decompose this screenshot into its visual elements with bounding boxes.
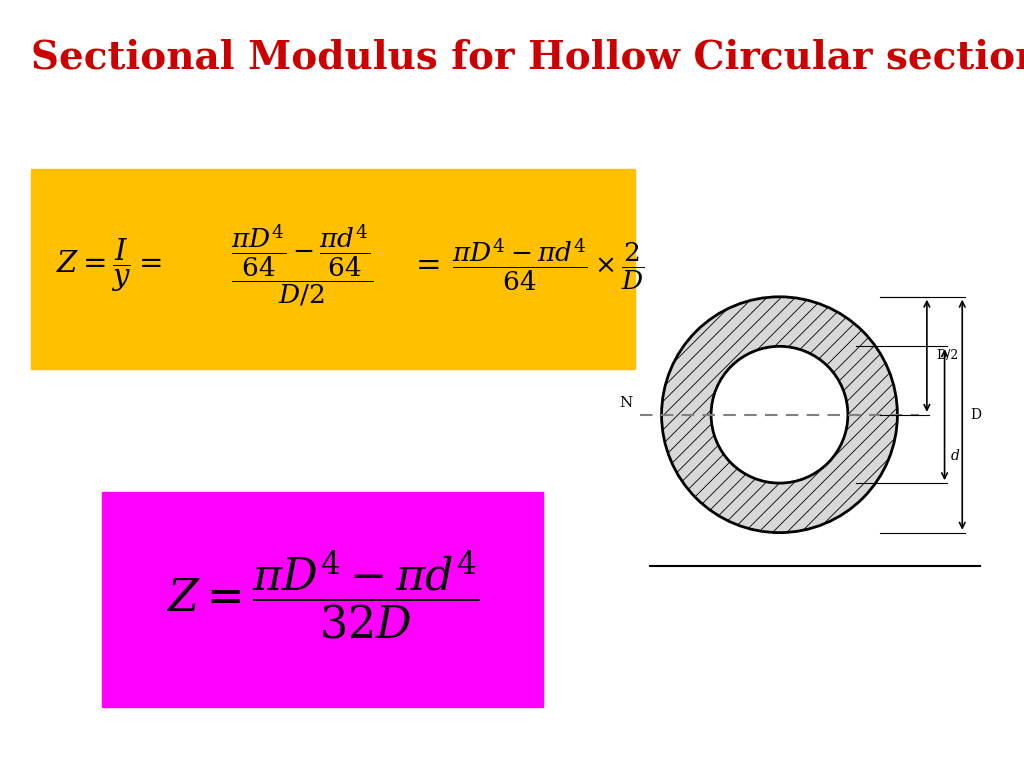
Text: N: N <box>620 396 633 410</box>
Text: $Z = \dfrac{I}{y} =$: $Z = \dfrac{I}{y} =$ <box>56 237 162 293</box>
Circle shape <box>662 296 897 533</box>
Text: Sectional Modulus for Hollow Circular section: Sectional Modulus for Hollow Circular se… <box>31 38 1024 76</box>
FancyBboxPatch shape <box>31 169 635 369</box>
Text: D/2: D/2 <box>936 349 958 362</box>
FancyBboxPatch shape <box>102 492 543 707</box>
Text: $\dfrac{\pi D^4 - \pi d^4}{64} \times \dfrac{2}{D}$: $\dfrac{\pi D^4 - \pi d^4}{64} \times \d… <box>452 237 644 293</box>
Text: d: d <box>950 449 959 463</box>
Text: $\dfrac{\dfrac{\pi D^4}{64} - \dfrac{\pi d^4}{64}}{D/2}$: $\dfrac{\dfrac{\pi D^4}{64} - \dfrac{\pi… <box>230 222 374 308</box>
Text: $=$: $=$ <box>410 250 440 280</box>
Text: $Z = \dfrac{\pi D^4 - \pi d^4}{32D}$: $Z = \dfrac{\pi D^4 - \pi d^4}{32D}$ <box>166 548 479 642</box>
Text: D: D <box>971 408 981 422</box>
Circle shape <box>711 346 848 483</box>
PathPatch shape <box>662 296 897 533</box>
